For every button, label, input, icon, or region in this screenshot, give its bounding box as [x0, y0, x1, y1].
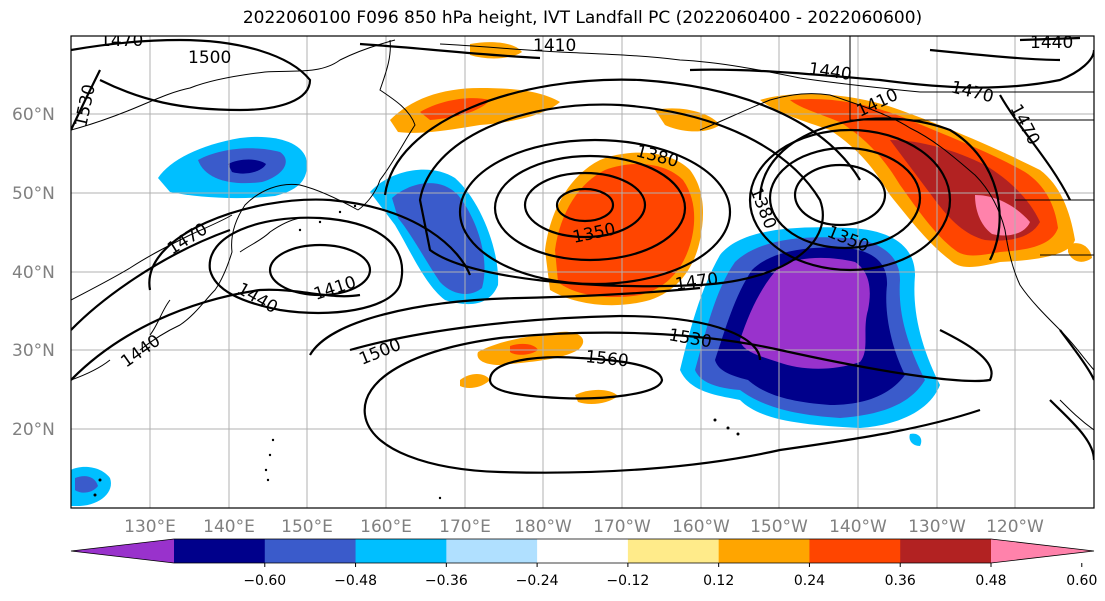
lon-label: 180°W: [514, 517, 572, 537]
contour-label: 1440: [1030, 33, 1073, 53]
colorbar-segment: [627, 539, 720, 563]
colorbar-tick-label: 0.60: [1066, 573, 1097, 589]
colorbar-tick-label: −0.48: [334, 573, 377, 589]
contour-label: 1560: [584, 347, 629, 371]
lon-label: 140°W: [829, 517, 887, 537]
contour-label: 1470: [100, 31, 143, 51]
lat-label: 30°N: [12, 341, 55, 361]
colorbar-tick-label: 0.48: [975, 573, 1006, 589]
colorbar-tick-label: 0.12: [703, 573, 734, 589]
lon-label: 130°E: [124, 517, 176, 537]
colorbar-tick-label: 0.24: [794, 573, 825, 589]
height-contours: [71, 36, 1094, 474]
grid-lines: [71, 36, 1094, 508]
lat-label: 20°N: [12, 420, 55, 440]
colorbar-segment: [446, 539, 538, 563]
colorbar-extend-low: [71, 539, 174, 563]
ivt-negative-okhotsk: [158, 136, 307, 199]
colorbar-segment: [264, 539, 357, 563]
colorbar-tick-label: 0.36: [885, 573, 916, 589]
coastlines: [71, 36, 1094, 431]
lon-label: 140°E: [203, 517, 255, 537]
ivt-positive-northeast: [760, 93, 1092, 267]
lat-label: 60°N: [12, 105, 55, 125]
lat-label: 40°N: [12, 263, 55, 283]
contour-label: 1410: [533, 36, 576, 56]
map-area: 1470 1500 1410 1440 1440 1470 1470 1530 …: [71, 31, 1094, 508]
colorbar-tick-label: −0.12: [606, 573, 649, 589]
lon-label: 160°W: [672, 517, 730, 537]
lon-label: 170°E: [439, 517, 491, 537]
colorbar-tick-label: −0.60: [243, 573, 286, 589]
ivt-negative-southwest: [71, 433, 922, 506]
colorbar-segment: [900, 539, 992, 563]
islands: [93, 204, 740, 500]
lon-label: 160°E: [360, 517, 412, 537]
lat-label: 50°N: [12, 184, 55, 204]
colorbar-tick-label: −0.24: [516, 573, 559, 589]
colorbar: −0.60 −0.48 −0.36 −0.24 −0.12 0.12 0.24 0.36 0.4…: [70, 538, 1097, 589]
colorbar-segment: [537, 539, 629, 563]
colorbar-segment: [174, 539, 266, 563]
ivt-negative-west-pacific: [370, 169, 499, 305]
lon-label: 150°E: [281, 517, 333, 537]
longitude-labels: 130°E 140°E 150°E 160°E 170°E 180°W 170°…: [124, 517, 1044, 537]
map-title: 2022060100 F096 850 hPa height, IVT Land…: [242, 8, 923, 28]
colorbar-segment: [809, 539, 901, 563]
colorbar-tick-label: −0.36: [425, 573, 468, 589]
lon-label: 130°W: [908, 517, 966, 537]
contour-label: 1500: [188, 48, 231, 68]
colorbar-extend-high: [991, 539, 1094, 563]
colorbar-segment: [355, 539, 447, 563]
colorbar-segment: [718, 539, 810, 563]
colorbar-outline: [70, 538, 1095, 564]
lon-label: 170°W: [593, 517, 651, 537]
lon-label: 150°W: [750, 517, 808, 537]
map-frame: [70, 35, 1095, 509]
latitude-labels: 60°N 50°N 40°N 30°N 20°N: [12, 105, 55, 440]
lon-label: 120°W: [986, 517, 1044, 537]
